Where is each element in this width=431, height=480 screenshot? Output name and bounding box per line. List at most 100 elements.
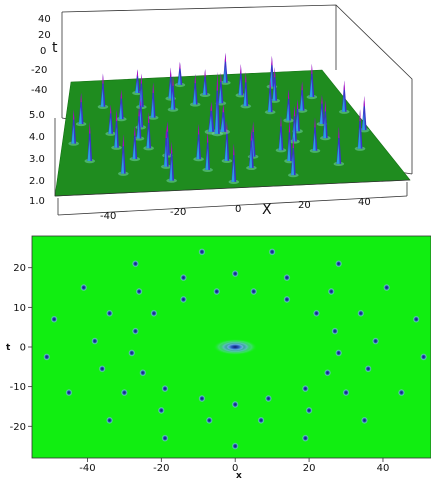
density-peak: [128, 349, 136, 357]
t-tick: 0: [40, 46, 46, 57]
density-peak: [50, 315, 58, 324]
y-tick-label: 10: [13, 303, 26, 314]
t-axis-label: t: [52, 40, 58, 56]
surface-peak: [358, 96, 370, 133]
density-axes: -40 -20 0 20 40 20 10 0 -10 -20: [10, 263, 390, 474]
z-tick: 3.0: [29, 154, 45, 165]
density-peak: [43, 353, 51, 361]
x-tick: 0: [235, 204, 241, 215]
density-peak: [105, 416, 114, 425]
surface-peak: [240, 72, 252, 109]
x-tick-label: 40: [377, 463, 390, 474]
surface-peak: [202, 130, 213, 173]
t-tick: 40: [38, 14, 51, 25]
density-peak: [161, 434, 169, 442]
z-tick: 1.0: [29, 196, 45, 207]
surface-peak: [288, 136, 299, 178]
z-axis-ticks: 5.0 4.0 3.0 2.0 1.0: [29, 110, 45, 207]
x-tick-label: -40: [79, 463, 95, 474]
surface-peak: [309, 117, 321, 153]
t-tick: 20: [38, 30, 51, 41]
surface-peak: [84, 121, 96, 164]
x-tick-label: 0: [232, 463, 238, 474]
y-tick-label: -10: [10, 382, 26, 393]
surface-peak: [264, 76, 276, 115]
density-peak: [342, 388, 350, 397]
density-peak: [205, 416, 213, 425]
surface-peak: [160, 125, 172, 169]
surface-peak: [296, 81, 308, 113]
surface-peak: [97, 73, 109, 109]
surface-peak: [129, 125, 141, 162]
surface-peak: [215, 72, 227, 106]
density-peak: [91, 337, 99, 345]
surface-peak: [228, 143, 240, 185]
density-peak: [231, 400, 239, 409]
density-peak: [264, 394, 273, 403]
density-peak: [120, 388, 128, 397]
density-peak: [420, 353, 428, 361]
density-peak: [323, 368, 332, 377]
surface-peak: [189, 73, 201, 107]
x-axis-label: X: [262, 202, 272, 218]
surface-peaks: [68, 52, 370, 185]
density-peak: [383, 283, 391, 292]
z-tick: 2.0: [29, 176, 45, 187]
density-peak: [397, 388, 406, 397]
x-axis-ticks: -40 -20 0 20 40: [100, 197, 371, 222]
surface-peak: [333, 126, 345, 167]
surface-peak: [221, 120, 233, 164]
density-peak: [305, 406, 313, 415]
density-peak: [65, 388, 73, 397]
x-tick: 20: [298, 200, 311, 211]
surface-peak: [235, 64, 247, 98]
x-tick: 40: [358, 197, 371, 208]
t-axis-ticks: 40 20 0 -20 -40: [31, 14, 51, 96]
surface-peak: [275, 116, 287, 153]
surface-peak: [143, 112, 154, 151]
x-tick: -20: [170, 207, 186, 218]
y-tick-label: 0: [20, 343, 26, 354]
t-tick: -40: [31, 85, 47, 96]
surface-peak: [75, 92, 87, 127]
x-axis-label: x: [236, 471, 242, 480]
density-peak: [105, 309, 114, 318]
surface-peak: [68, 109, 79, 146]
z-tick: 5.0: [29, 110, 45, 121]
surface-peak: [166, 141, 177, 183]
surface-peak: [193, 123, 204, 162]
surface-peak: [167, 75, 179, 112]
surface-peak: [115, 89, 127, 122]
density-peak: [131, 327, 140, 335]
surface-peak: [246, 128, 257, 171]
density-peak: [157, 406, 165, 415]
x-tick-label: 20: [303, 463, 316, 474]
density-peak: [327, 287, 335, 296]
central-spike-max: [211, 71, 224, 137]
density-peak: [335, 259, 343, 268]
surface-peak: [320, 100, 331, 141]
density-peak: [257, 416, 265, 425]
density-peak: [135, 287, 143, 296]
density-peak: [331, 327, 339, 335]
density-peak: [360, 416, 369, 425]
surface-peak: [147, 82, 159, 120]
density-2d-chart: -40 -20 0 20 40 20 10 0 -10 -20 x t: [6, 235, 431, 480]
density-peak: [198, 248, 206, 256]
density-peak: [131, 259, 140, 268]
surface-peak: [283, 89, 294, 123]
density-peaks: [43, 248, 428, 450]
y-axis-label: t: [6, 343, 11, 353]
y-tick-label: -20: [10, 422, 26, 433]
surface-peak: [199, 69, 211, 98]
surface-peak: [118, 134, 129, 176]
density-peak: [161, 384, 169, 393]
surface-peak: [111, 109, 122, 150]
density-peak: [80, 283, 88, 292]
density-peak: [301, 384, 309, 393]
density-peak: [371, 337, 380, 345]
central-spike: [204, 101, 218, 135]
density-peak: [283, 273, 291, 282]
density-peak: [335, 349, 343, 357]
density-peak: [150, 309, 158, 318]
